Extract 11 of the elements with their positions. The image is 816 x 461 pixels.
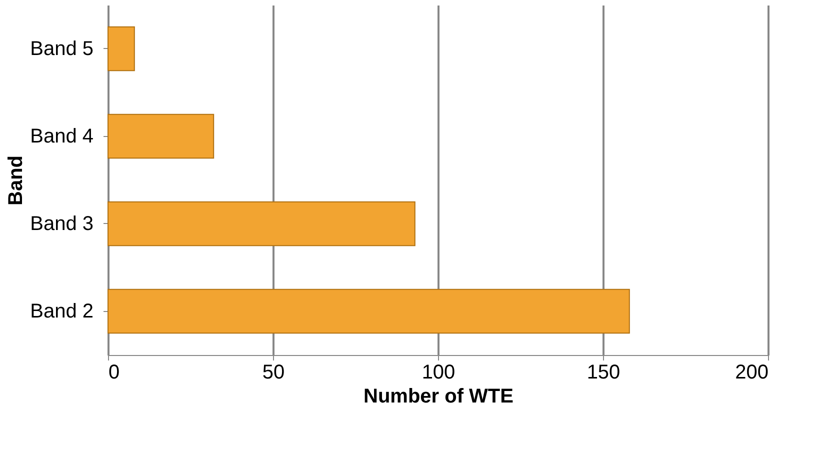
x-tick-label: 200	[735, 362, 768, 384]
x-tick-label: 100	[422, 362, 456, 384]
x-axis-title: Number of WTE	[364, 386, 514, 408]
y-tick-label: Band 2	[30, 300, 94, 322]
y-tick-label: Band 5	[30, 38, 94, 60]
x-tick-label: 50	[262, 362, 285, 384]
y-tick-label: Band 4	[30, 125, 94, 148]
x-tick-label: 0	[108, 362, 120, 384]
y-tick-label: Band 3	[30, 212, 94, 235]
x-tick-label: 150	[586, 362, 620, 384]
y-axis-title: Band	[5, 156, 28, 206]
